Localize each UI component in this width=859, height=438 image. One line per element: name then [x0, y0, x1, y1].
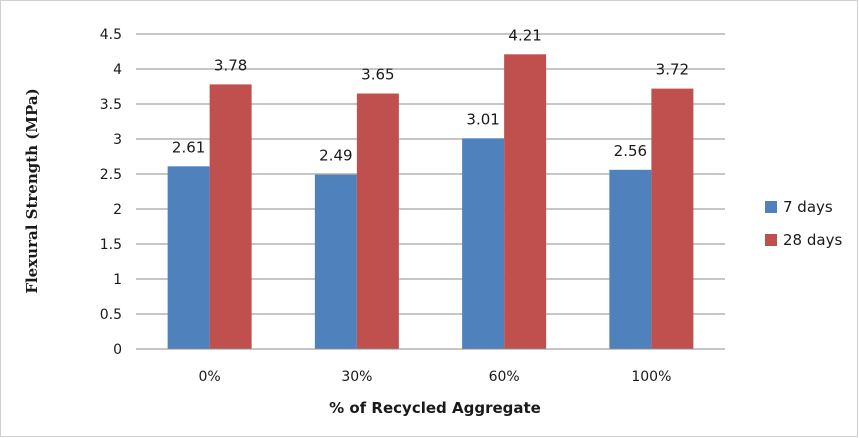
bar-7-days-2: [462, 138, 505, 349]
data-label: 4.21: [508, 26, 541, 44]
x-tick-label: 60%: [489, 369, 520, 385]
y-tick-label: 4: [113, 62, 122, 78]
data-label: 2.49: [319, 147, 352, 165]
y-axis-title: Flexural Strength (MPa): [23, 88, 41, 293]
y-tick-label: 1.5: [100, 237, 122, 253]
x-axis-title: % of Recycled Aggregate: [329, 399, 541, 417]
y-tick-label: 0: [113, 342, 122, 358]
bar-28-days-0: [209, 84, 252, 350]
y-tick-label: 3: [113, 132, 122, 148]
data-label: 3.78: [214, 56, 247, 74]
data-label: 2.56: [614, 142, 647, 160]
data-labels: 2.61 3.78 2.49 3.65 3.01 4.21 2.56 3.72: [172, 26, 689, 164]
data-label: 3.01: [466, 110, 499, 128]
x-tick-label: 0%: [199, 369, 221, 385]
legend-label: 28 days: [783, 231, 842, 249]
y-axis-ticks: 0 0.5 1 1.5 2 2.5 3 3.5 4 4.5: [100, 27, 122, 358]
x-tick-label: 100%: [631, 369, 671, 385]
legend-swatch: [765, 201, 777, 213]
bars: [167, 54, 694, 350]
x-tick-label: 30%: [341, 369, 372, 385]
bar-7-days-0: [167, 166, 210, 349]
y-tick-label: 2: [113, 202, 122, 218]
data-label: 2.61: [172, 138, 205, 156]
bar-28-days-3: [651, 88, 694, 349]
y-tick-label: 3.5: [100, 97, 122, 113]
x-axis-ticks: 0% 30% 60% 100%: [199, 369, 672, 385]
bar-28-days-2: [504, 54, 547, 350]
legend-swatch: [765, 234, 777, 246]
legend-label: 7 days: [783, 198, 833, 216]
bar-28-days-1: [356, 93, 399, 349]
y-tick-label: 4.5: [100, 27, 122, 43]
data-label: 3.65: [361, 66, 394, 84]
data-label: 3.72: [656, 61, 689, 79]
y-tick-label: 1: [113, 272, 122, 288]
bar-7-days-1: [314, 174, 357, 349]
y-tick-label: 0.5: [100, 307, 122, 323]
y-tick-label: 2.5: [100, 167, 122, 183]
bar-7-days-3: [609, 169, 652, 349]
legend: 7 days 28 days: [765, 198, 842, 249]
